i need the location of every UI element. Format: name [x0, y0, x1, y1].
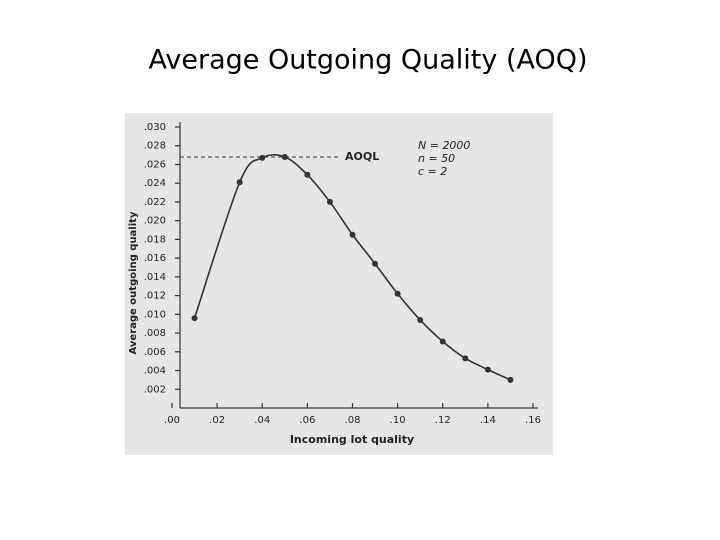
y-tick-label: .022	[144, 197, 166, 208]
x-tick-label: .16	[525, 415, 541, 426]
data-point	[191, 315, 198, 322]
data-point	[281, 153, 288, 160]
data-point	[394, 290, 401, 297]
y-tick-label: .026	[144, 159, 166, 170]
data-point	[259, 154, 266, 161]
data-point	[507, 376, 514, 383]
chart-title: Average Outgoing Quality (AOQ)	[148, 45, 587, 76]
x-tick-label: .12	[435, 415, 451, 426]
y-tick-label: .012	[144, 291, 166, 302]
data-point	[484, 366, 491, 373]
aoql-label: AOQL	[345, 150, 379, 163]
y-tick-label: .016	[144, 253, 166, 264]
y-tick-label: .002	[144, 384, 166, 395]
x-axis-label: Incoming lot quality	[290, 433, 414, 446]
data-point	[372, 260, 379, 267]
x-tick-label: .08	[345, 415, 361, 426]
x-tick-label: .10	[390, 415, 406, 426]
x-tick-label: .06	[299, 415, 315, 426]
y-tick-label: .028	[144, 141, 166, 152]
y-tick-label: .020	[144, 216, 166, 227]
x-tick-label: .14	[480, 415, 496, 426]
y-tick-label: .014	[144, 272, 166, 283]
plan-annotation: n = 50	[418, 152, 455, 165]
scan-background	[125, 113, 553, 455]
plan-annotation: N = 2000	[418, 139, 470, 152]
data-point	[417, 316, 424, 323]
x-tick-label: .04	[254, 415, 270, 426]
y-tick-label: .030	[144, 122, 166, 133]
data-point	[304, 171, 311, 178]
y-tick-label: .010	[144, 309, 166, 320]
y-tick-label: .008	[144, 328, 166, 339]
data-point	[326, 198, 333, 205]
y-axis-label: Average outgoing quality	[128, 211, 139, 354]
x-tick-label: .02	[209, 415, 225, 426]
data-point	[236, 179, 243, 186]
y-tick-label: .024	[144, 178, 166, 189]
y-tick-label: .006	[144, 347, 166, 358]
data-point	[439, 338, 446, 345]
data-point	[462, 355, 469, 362]
data-point	[349, 231, 356, 238]
y-tick-label: .004	[144, 366, 166, 377]
plan-annotation: c = 2	[418, 165, 447, 178]
y-tick-label: .018	[144, 234, 166, 245]
x-tick-label: .00	[164, 415, 180, 426]
